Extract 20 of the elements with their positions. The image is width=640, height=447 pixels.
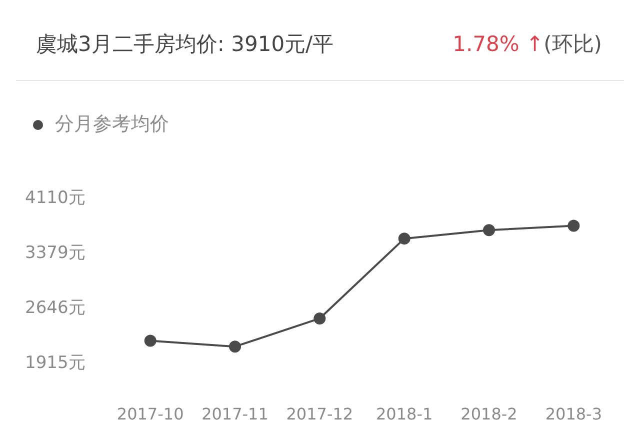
x-tick-label: 2018-1 (376, 404, 433, 424)
point (483, 224, 495, 236)
point (398, 232, 410, 245)
x-tick-label: 2017-10 (116, 404, 184, 424)
y-tick-label: 1915元 (25, 353, 86, 373)
x-tick-label: 2017-12 (286, 404, 354, 424)
point (229, 340, 241, 353)
point (568, 220, 580, 232)
y-tick-label: 3379元 (25, 242, 86, 263)
legend-label: 分月参考均价 (55, 113, 169, 135)
point (144, 334, 156, 347)
text: (环比) (544, 32, 602, 56)
y-tick-label: 2646元 (25, 298, 86, 318)
x-tick-label: 2017-11 (202, 404, 268, 424)
x-tick-label: 2018-3 (545, 404, 602, 424)
text: 1.78% ↑ (452, 32, 544, 56)
point (314, 312, 326, 324)
x-tick-label: 2018-2 (460, 404, 518, 424)
y-tick-label: 4110元 (25, 188, 86, 208)
chart-title: 虞城3月二手房均价: 3910元/平 (36, 31, 334, 58)
